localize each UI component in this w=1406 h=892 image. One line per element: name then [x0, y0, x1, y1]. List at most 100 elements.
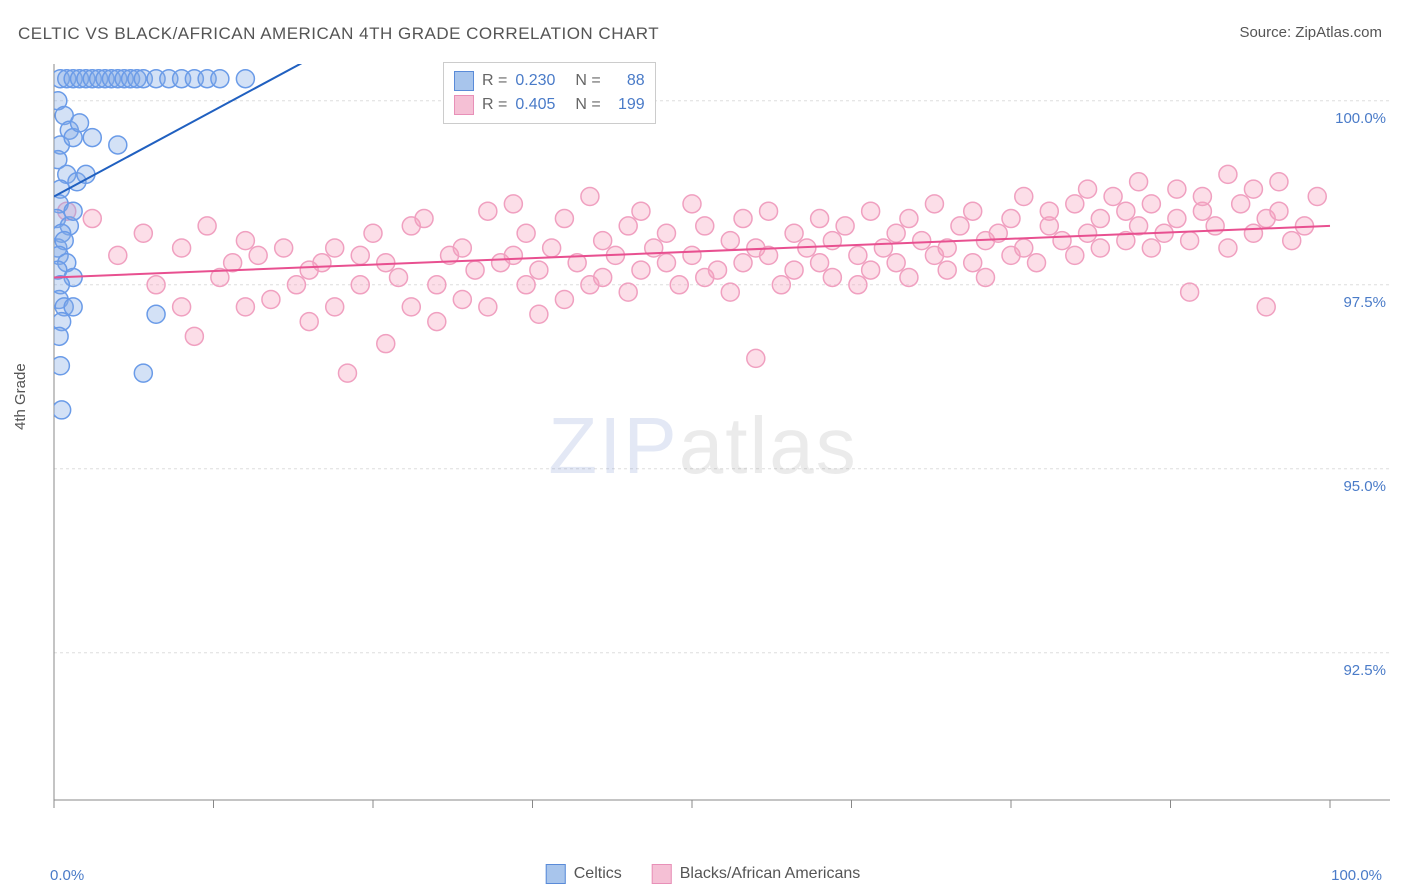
data-point — [173, 239, 191, 257]
y-axis-label: 4th Grade — [12, 363, 29, 430]
data-point — [900, 210, 918, 228]
data-point — [428, 313, 446, 331]
data-point — [823, 268, 841, 286]
data-point — [1028, 254, 1046, 272]
data-point — [1257, 298, 1275, 316]
data-point — [900, 268, 918, 286]
n-value: 88 — [609, 72, 645, 90]
data-point — [77, 165, 95, 183]
data-point — [632, 261, 650, 279]
data-point — [1219, 165, 1237, 183]
data-point — [517, 276, 535, 294]
data-point — [428, 276, 446, 294]
data-point — [1015, 239, 1033, 257]
legend-item: Blacks/African Americans — [652, 864, 861, 884]
data-point — [1104, 187, 1122, 205]
data-point — [351, 246, 369, 264]
data-point — [1040, 202, 1058, 220]
data-point — [1244, 180, 1262, 198]
n-value: 199 — [609, 96, 645, 114]
data-point — [504, 195, 522, 213]
x-axis-min: 0.0% — [50, 867, 84, 884]
data-point — [64, 202, 82, 220]
data-point — [1232, 195, 1250, 213]
data-point — [1091, 239, 1109, 257]
data-point — [951, 217, 969, 235]
r-label: R = — [482, 96, 507, 114]
data-point — [262, 291, 280, 309]
data-point — [811, 254, 829, 272]
data-point — [313, 254, 331, 272]
data-point — [1130, 173, 1148, 191]
data-point — [109, 246, 127, 264]
data-point — [734, 254, 752, 272]
data-point — [517, 224, 535, 242]
data-point — [479, 202, 497, 220]
data-point — [326, 298, 344, 316]
data-point — [1283, 232, 1301, 250]
r-value: 0.405 — [515, 96, 567, 114]
data-point — [1181, 232, 1199, 250]
data-point — [1079, 180, 1097, 198]
data-point — [134, 224, 152, 242]
data-point — [1015, 187, 1033, 205]
y-tick-label: 97.5% — [1343, 294, 1386, 311]
data-point — [555, 210, 573, 228]
y-tick-label: 92.5% — [1343, 662, 1386, 679]
data-point — [976, 268, 994, 286]
data-point — [147, 305, 165, 323]
r-label: R = — [482, 72, 507, 90]
data-point — [594, 232, 612, 250]
data-point — [1091, 210, 1109, 228]
data-point — [760, 202, 778, 220]
data-point — [1181, 283, 1199, 301]
data-point — [709, 261, 727, 279]
legend-label: Celtics — [574, 865, 622, 883]
data-point — [1270, 173, 1288, 191]
data-point — [721, 283, 739, 301]
legend-row: R = 0.405 N = 199 — [454, 93, 645, 117]
data-point — [453, 239, 471, 257]
legend-row: R = 0.230 N = 88 — [454, 69, 645, 93]
data-point — [657, 224, 675, 242]
data-point — [619, 283, 637, 301]
scatter-plot: 92.5%95.0%97.5%100.0% — [50, 60, 1390, 820]
n-label: N = — [575, 72, 600, 90]
data-point — [453, 291, 471, 309]
data-point — [198, 217, 216, 235]
data-point — [887, 224, 905, 242]
legend-swatch — [454, 71, 474, 91]
data-point — [938, 261, 956, 279]
data-point — [925, 195, 943, 213]
data-point — [415, 210, 433, 228]
legend-swatch — [454, 95, 474, 115]
data-point — [747, 349, 765, 367]
data-point — [185, 327, 203, 345]
data-point — [594, 268, 612, 286]
data-point — [1130, 217, 1148, 235]
data-point — [275, 239, 293, 257]
data-point — [721, 232, 739, 250]
x-axis-max: 100.0% — [1331, 867, 1382, 884]
data-point — [377, 335, 395, 353]
data-point — [1168, 210, 1186, 228]
data-point — [836, 217, 854, 235]
data-point — [874, 239, 892, 257]
data-point — [64, 298, 82, 316]
data-point — [364, 224, 382, 242]
chart-title: CELTIC VS BLACK/AFRICAN AMERICAN 4TH GRA… — [18, 24, 659, 44]
data-point — [1079, 224, 1097, 242]
legend-item: Celtics — [546, 864, 622, 884]
data-point — [543, 239, 561, 257]
data-point — [1142, 195, 1160, 213]
data-point — [1142, 239, 1160, 257]
data-point — [236, 298, 254, 316]
data-point — [377, 254, 395, 272]
data-point — [83, 210, 101, 228]
data-point — [696, 217, 714, 235]
data-point — [51, 357, 69, 375]
data-point — [657, 254, 675, 272]
data-point — [913, 232, 931, 250]
legend-swatch — [546, 864, 566, 884]
data-point — [530, 305, 548, 323]
